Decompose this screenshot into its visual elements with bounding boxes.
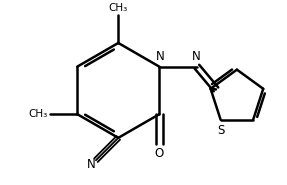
- Text: CH₃: CH₃: [28, 109, 48, 119]
- Text: N: N: [87, 158, 96, 171]
- Text: S: S: [217, 124, 224, 137]
- Text: CH₃: CH₃: [109, 3, 128, 13]
- Text: N: N: [192, 50, 200, 63]
- Text: N: N: [156, 50, 165, 63]
- Text: O: O: [155, 147, 164, 160]
